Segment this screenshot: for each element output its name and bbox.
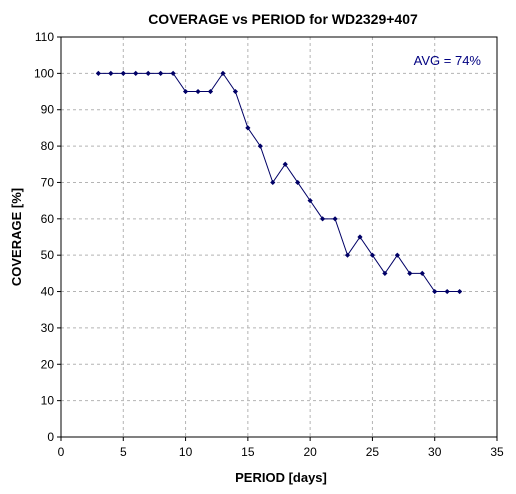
series xyxy=(95,70,463,295)
x-tick-label: 20 xyxy=(303,445,317,459)
data-point xyxy=(344,252,351,258)
x-tick-label: 25 xyxy=(366,445,380,459)
data-point xyxy=(220,70,226,76)
y-tick-label: 30 xyxy=(41,321,55,335)
x-tick-label: 5 xyxy=(120,445,127,459)
ticks: 0 10 20 30 40 50 60 70 80 90 100 110 0 5 10 15 20 25 30 35 xyxy=(34,30,504,459)
y-tick-label: 50 xyxy=(41,248,55,262)
chart-title: COVERAGE vs PERIOD for WD2329+407 xyxy=(148,11,418,27)
x-tick-label: 0 xyxy=(58,445,65,459)
data-point xyxy=(419,270,425,276)
data-point xyxy=(444,288,450,295)
y-tick-label: 70 xyxy=(41,175,55,189)
y-tick-label: 80 xyxy=(41,139,55,153)
y-tick-label: 110 xyxy=(35,30,54,44)
data-point xyxy=(170,70,176,76)
data-point xyxy=(270,179,276,186)
data-point xyxy=(295,179,301,186)
data-point xyxy=(145,70,151,76)
y-tick-label: 20 xyxy=(41,357,55,371)
data-point xyxy=(158,70,164,76)
y-tick-label: 90 xyxy=(41,103,55,117)
data-point xyxy=(108,70,114,76)
data-point xyxy=(307,198,313,204)
data-point xyxy=(257,143,263,149)
x-tick-label: 35 xyxy=(490,445,504,459)
plot-area xyxy=(60,36,498,438)
data-point xyxy=(332,216,338,222)
data-point xyxy=(457,288,463,295)
y-tick-label: 40 xyxy=(41,285,55,299)
x-tick-label: 30 xyxy=(428,445,442,459)
data-point xyxy=(207,88,214,95)
data-point xyxy=(182,88,189,95)
x-axis-label: PERIOD [days] xyxy=(235,470,327,485)
average-annotation: AVG = 74% xyxy=(414,53,482,68)
data-point xyxy=(407,270,413,276)
y-axis-label: COVERAGE [%] xyxy=(9,188,24,286)
y-tick-label: 10 xyxy=(41,394,55,408)
data-point xyxy=(369,252,376,258)
x-tick-label: 15 xyxy=(241,445,255,459)
data-point xyxy=(357,234,363,240)
y-tick-label: 0 xyxy=(47,430,54,444)
x-tick-label: 10 xyxy=(179,445,193,459)
data-point xyxy=(320,216,326,222)
data-point xyxy=(232,88,238,95)
data-point xyxy=(432,288,438,295)
data-point xyxy=(245,125,251,131)
data-point xyxy=(133,70,139,76)
grid xyxy=(61,37,497,437)
data-point xyxy=(282,161,288,167)
data-point xyxy=(195,88,201,95)
y-tick-label: 100 xyxy=(34,66,54,80)
data-point xyxy=(120,70,126,76)
data-point xyxy=(394,252,400,258)
data-point xyxy=(382,270,388,276)
data-point xyxy=(95,70,101,76)
y-tick-label: 60 xyxy=(41,212,55,226)
